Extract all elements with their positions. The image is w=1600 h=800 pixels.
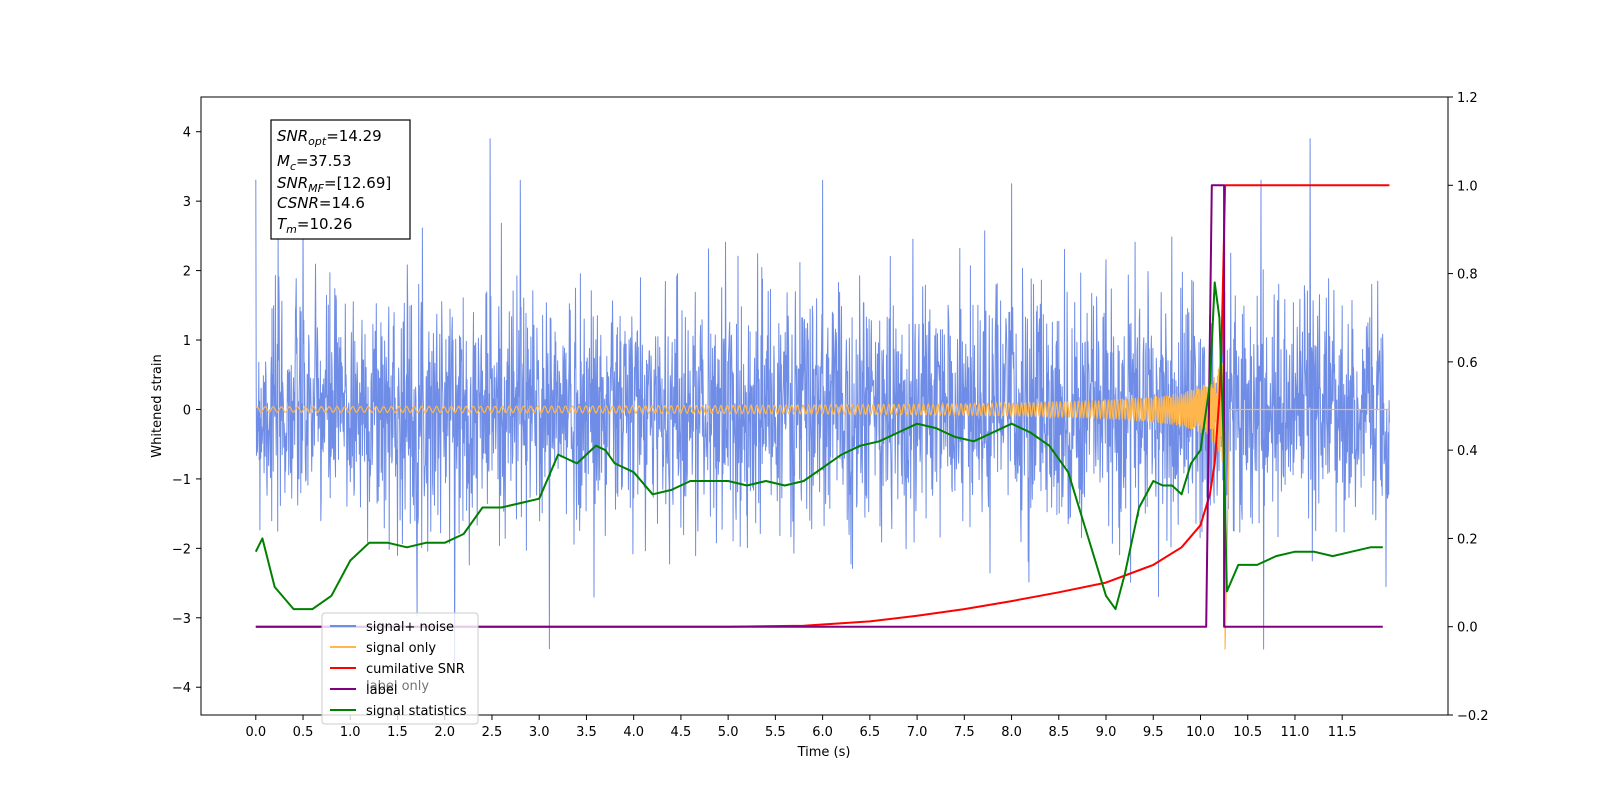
legend-label: cumilative SNR [366,662,465,677]
x-tick-label: 5.5 [765,725,786,740]
x-tick-label: 11.0 [1280,725,1309,740]
y-tick-label: −1 [172,473,191,488]
x-tick-label: 0.5 [293,725,314,740]
legend: label only signal+ noise signal only cumil… [321,612,479,725]
x-tick-label: 1.0 [340,725,361,740]
series-layer [254,138,1390,663]
y-tick-label: 4 [183,126,191,141]
y2-tick-label: 0.0 [1457,621,1478,636]
x-tick-label: 8.0 [1001,725,1022,740]
series-signal-statistics [254,281,1383,611]
info-mc: Mc=37.53 [277,152,352,173]
y-tick-label: 3 [183,195,191,210]
x-tick-label: 8.5 [1048,725,1069,740]
x-tick-label: 1.5 [387,725,408,740]
info-snr-opt: SNRopt=14.29 [277,127,382,148]
x-axis: 0.0 0.5 1.0 1.5 2.0 2.5 3.0 3.5 4.0 4.5 5.0 5.5 6.0 6… [245,715,1357,740]
plot-frame [200,96,1449,716]
y-tick-label: 0 [183,403,191,418]
legend-label: signal statistics [366,704,467,719]
info-box: SNRopt=14.29 Mc=37.53 SNRMF=[12.69] CSNR… [270,119,411,240]
y-axis-label: Whitened strain [150,354,165,457]
y2-tick-label: 0.8 [1457,268,1478,283]
y2-tick-label: 0.6 [1457,356,1478,371]
legend-ghost-text: label only [366,679,429,694]
series-signal-noise [255,138,1390,663]
x-tick-label: 9.5 [1143,725,1164,740]
x-tick-label: 6.5 [860,725,881,740]
x-tick-label: 10.0 [1186,725,1215,740]
y2-tick-label: −0.2 [1457,709,1489,724]
y-axis-right: 1.2 1.0 0.8 0.6 0.4 0.2 0.0 −0.2 [1448,91,1489,724]
y2-tick-label: 1.0 [1457,179,1478,194]
x-tick-label: 10.5 [1233,725,1262,740]
x-tick-label: 4.0 [623,725,644,740]
info-csnr: CSNR=14.6 [277,194,365,212]
y-tick-label: −2 [172,542,191,557]
y2-tick-label: 1.2 [1457,91,1478,106]
x-tick-label: 0.0 [245,725,266,740]
x-axis-label: Time (s) [797,745,851,760]
y2-tick-label: 0.4 [1457,444,1478,459]
x-tick-label: 9.0 [1096,725,1117,740]
legend-label: signal only [366,641,436,656]
x-tick-label: 3.5 [576,725,597,740]
y-tick-label: 2 [183,265,191,280]
x-tick-label: 5.0 [718,725,739,740]
x-tick-label: 6.0 [812,725,833,740]
info-tm: Tm=10.26 [277,215,352,236]
x-tick-label: 7.5 [954,725,975,740]
x-tick-label: 11.5 [1328,725,1357,740]
x-tick-label: 7.0 [907,725,928,740]
series-signal-only [255,354,1390,650]
x-tick-label: 3.0 [529,725,550,740]
series-label [255,184,1383,628]
y-tick-label: −4 [172,681,191,696]
legend-label: label [366,683,397,698]
y-axis-left: 4 3 2 1 0 −1 −2 −3 −4 [172,126,201,696]
x-tick-label: 4.5 [671,725,692,740]
y2-tick-label: 0.2 [1457,532,1478,547]
x-tick-label: 2.5 [482,725,503,740]
y-tick-label: 1 [183,334,191,349]
y-tick-label: −3 [172,612,191,627]
legend-label: signal+ noise [366,620,454,635]
x-tick-label: 2.0 [434,725,455,740]
info-snr-mf: SNRMF=[12.69] [277,174,391,195]
